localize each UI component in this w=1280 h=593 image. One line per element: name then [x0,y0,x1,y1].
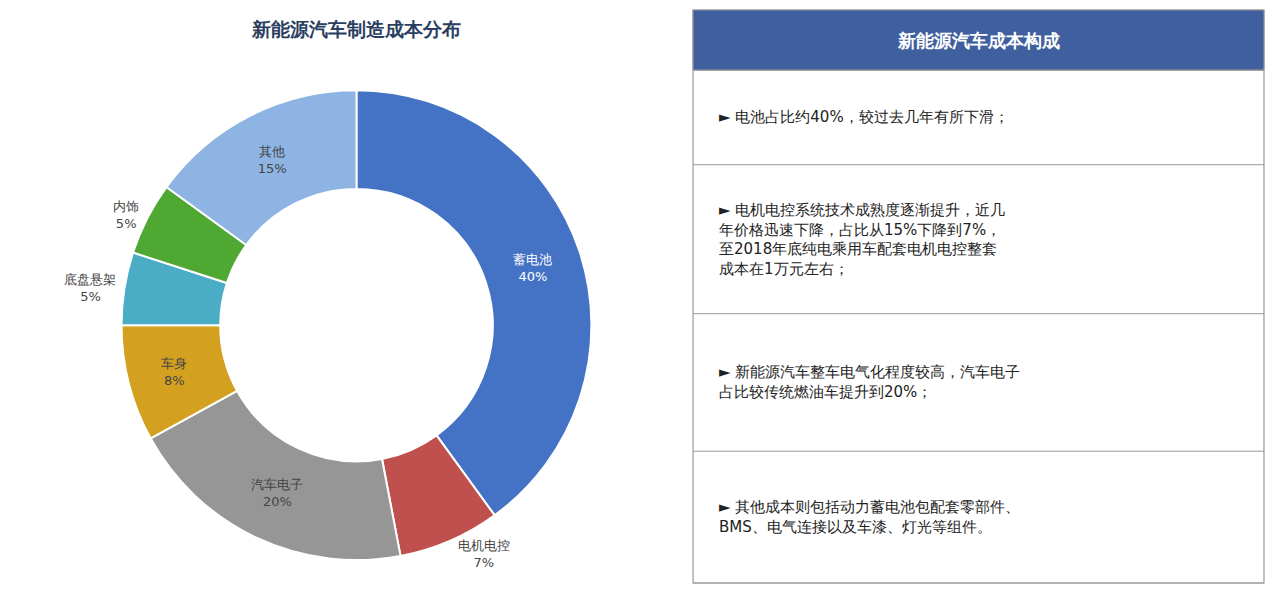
svg-text:底盘悬架5%: 底盘悬架5% [64,272,116,304]
svg-text:► 电池占比约40%，较过去几年有所下滑；: ► 电池占比约40%，较过去几年有所下滑； [719,108,1009,126]
svg-text:新能源汽车制造成本分布: 新能源汽车制造成本分布 [251,18,461,40]
svg-text:电机电控7%: 电机电控7% [458,538,510,570]
svg-text:► 其他成本则包括动力蓄电池包配套零部件、BMS、电气连接以: ► 其他成本则包括动力蓄电池包配套零部件、BMS、电气连接以及车漆、灯光等组件。 [719,498,1020,536]
svg-text:► 新能源汽车整车电气化程度较高，汽车电子占比较传统燃油车提: ► 新能源汽车整车电气化程度较高，汽车电子占比较传统燃油车提升到20%； [719,363,1020,401]
svg-text:车身8%: 车身8% [161,356,187,388]
svg-text:► 电机电控系统技术成熟度逐渐提升，近几年价格迅速下降，占比: ► 电机电控系统技术成熟度逐渐提升，近几年价格迅速下降，占比从15%下降到7%，… [719,201,1005,278]
svg-text:蓄电池40%: 蓄电池40% [513,252,552,284]
svg-text:新能源汽车成本构成: 新能源汽车成本构成 [897,30,1060,51]
svg-text:汽车电子20%: 汽车电子20% [251,477,303,509]
svg-text:内饰5%: 内饰5% [113,199,139,231]
svg-text:其他15%: 其他15% [258,144,287,176]
